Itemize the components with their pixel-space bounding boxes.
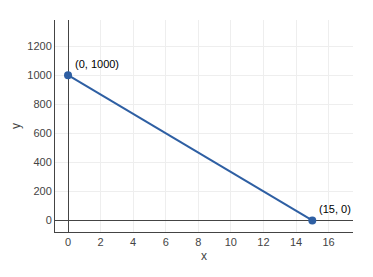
svg-text:12: 12: [257, 236, 269, 248]
svg-text:10: 10: [225, 236, 237, 248]
svg-text:16: 16: [322, 236, 334, 248]
svg-text:1000: 1000: [27, 69, 51, 81]
svg-text:200: 200: [33, 185, 51, 197]
svg-text:x: x: [201, 249, 207, 263]
svg-text:1200: 1200: [27, 40, 51, 52]
svg-text:0: 0: [46, 214, 52, 226]
svg-text:y: y: [9, 123, 23, 129]
svg-text:8: 8: [195, 236, 201, 248]
svg-text:(0, 1000): (0, 1000): [75, 58, 119, 70]
svg-text:(15, 0): (15, 0): [319, 203, 351, 215]
svg-text:400: 400: [33, 156, 51, 168]
svg-text:0: 0: [65, 236, 71, 248]
svg-text:4: 4: [130, 236, 136, 248]
svg-text:600: 600: [33, 127, 51, 139]
svg-text:14: 14: [290, 236, 302, 248]
svg-text:2: 2: [98, 236, 104, 248]
svg-text:6: 6: [163, 236, 169, 248]
svg-text:800: 800: [33, 98, 51, 110]
